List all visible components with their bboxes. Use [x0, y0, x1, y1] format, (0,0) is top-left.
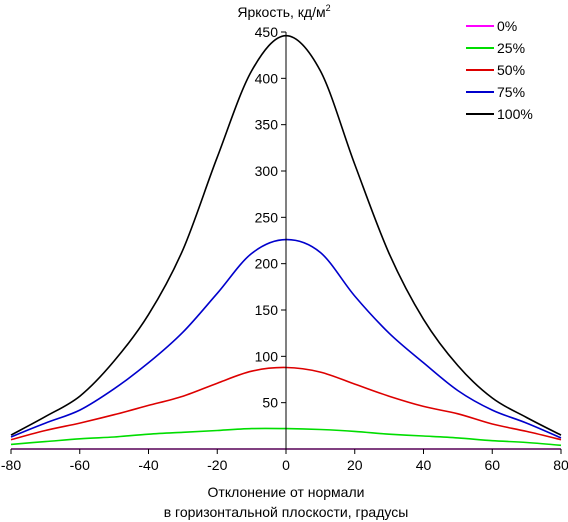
y-tick-label: 50	[262, 395, 278, 411]
legend-entry-25pct: 25%	[466, 40, 525, 56]
axis-layer: -80 -60 -40 -20 0 20 40 60 80 50 100 150 200 250 300 35…	[1, 24, 568, 473]
x-tick-label: -60	[70, 457, 90, 473]
x-tick-label: 0	[282, 457, 290, 473]
y-axis-title: Яркость, кд/м2	[237, 3, 330, 20]
legend: 0% 25% 50% 75% 100%	[466, 18, 533, 122]
y-tick-label: 250	[255, 209, 279, 225]
y-tick-label: 100	[255, 348, 279, 364]
x-tick-label: -20	[207, 457, 227, 473]
legend-entry-100pct: 100%	[466, 106, 533, 122]
x-axis-title-line-2: в горизонтальной плоскости, градусы	[164, 504, 409, 520]
legend-label: 50%	[497, 62, 525, 78]
y-axis-title-text: Яркость, кд/м	[237, 4, 325, 20]
y-tick-label: 150	[255, 302, 279, 318]
y-axis-title-superscript: 2	[326, 3, 331, 13]
x-tick-label: 60	[484, 457, 500, 473]
y-tick-label: 200	[255, 256, 279, 272]
legend-label: 75%	[497, 84, 525, 100]
x-tick-label: 40	[416, 457, 432, 473]
x-tick-label: 20	[347, 457, 363, 473]
legend-entry-50pct: 50%	[466, 62, 525, 78]
x-tick-label: -80	[1, 457, 21, 473]
y-tick-label: 300	[255, 163, 279, 179]
legend-entry-0pct: 0%	[466, 18, 517, 34]
x-tick-label: 80	[553, 457, 568, 473]
legend-entry-75pct: 75%	[466, 84, 525, 100]
x-tick-label: -40	[138, 457, 158, 473]
legend-label: 100%	[497, 106, 533, 122]
y-tick-label: 450	[255, 24, 279, 40]
legend-label: 25%	[497, 40, 525, 56]
y-tick-label: 400	[255, 70, 279, 86]
y-tick-label: 350	[255, 117, 279, 133]
x-axis-title-line-1: Отклонение от нормали	[208, 484, 365, 500]
legend-label: 0%	[497, 18, 517, 34]
